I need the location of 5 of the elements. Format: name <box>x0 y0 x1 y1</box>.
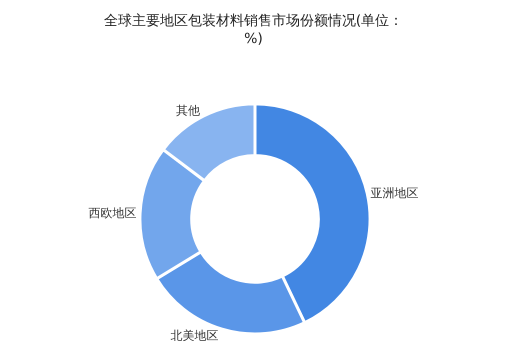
slice-label: 亚洲地区 <box>370 186 419 200</box>
slice-label: 西欧地区 <box>88 206 137 220</box>
slice-label: 北美地区 <box>170 328 219 343</box>
slice-label: 其他 <box>176 103 200 118</box>
chart-title: 全球主要地区包装材料销售市场份额情况(单位：%) <box>104 12 404 47</box>
